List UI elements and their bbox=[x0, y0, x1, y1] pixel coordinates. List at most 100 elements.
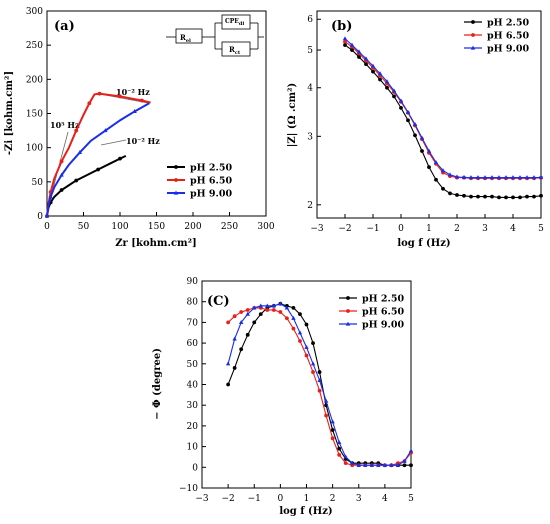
x-tick-label: 4 bbox=[382, 494, 388, 504]
y-tick-label: 5 bbox=[307, 46, 313, 56]
data-point bbox=[350, 48, 354, 52]
data-point bbox=[337, 452, 342, 457]
x-axis-label: log f (Hz) bbox=[279, 506, 332, 517]
data-point bbox=[363, 56, 369, 61]
x-axis-label: log f (Hz) bbox=[397, 238, 450, 249]
data-point bbox=[310, 361, 316, 366]
data-point bbox=[265, 303, 270, 308]
y-tick-label: 90 bbox=[187, 277, 199, 287]
x-tick-label: 100 bbox=[111, 222, 128, 232]
data-point bbox=[490, 194, 494, 199]
data-point bbox=[483, 194, 487, 199]
data-point bbox=[475, 175, 481, 180]
x-tick-label: 4 bbox=[510, 224, 516, 234]
data-point bbox=[96, 167, 100, 172]
data-point bbox=[384, 79, 390, 84]
data-point bbox=[447, 172, 453, 177]
legend-label: pH 9.00 bbox=[487, 44, 529, 55]
y-tick-label: 60 bbox=[187, 339, 199, 349]
data-point bbox=[357, 55, 361, 59]
data-point bbox=[343, 39, 347, 44]
series-line bbox=[344, 41, 542, 179]
y-tick-label: 200 bbox=[26, 75, 43, 85]
data-point bbox=[385, 85, 389, 90]
data-point bbox=[532, 194, 536, 199]
data-point bbox=[87, 101, 92, 106]
x-tick-label: 0 bbox=[278, 494, 284, 504]
data-point bbox=[258, 303, 263, 308]
legend-marker bbox=[174, 165, 178, 169]
data-point bbox=[74, 178, 79, 183]
legend-marker bbox=[173, 190, 179, 195]
data-point bbox=[377, 71, 383, 76]
data-point bbox=[258, 312, 263, 317]
x-tick-label: 3 bbox=[482, 224, 488, 234]
series-line bbox=[46, 92, 151, 217]
data-point bbox=[370, 63, 376, 68]
data-point bbox=[132, 109, 137, 114]
data-point bbox=[510, 175, 516, 180]
data-point bbox=[324, 413, 328, 418]
y-tick-label: 50 bbox=[187, 360, 199, 370]
data-point bbox=[297, 330, 303, 335]
x-axis-label: Zr [kohm.cm²] bbox=[115, 238, 197, 249]
x-tick-label: −3 bbox=[195, 494, 209, 504]
data-point bbox=[77, 150, 83, 155]
data-point bbox=[517, 175, 523, 180]
data-point bbox=[317, 388, 322, 393]
x-tick-label: 2 bbox=[330, 494, 336, 504]
data-point bbox=[413, 133, 417, 138]
panel-label: (C) bbox=[207, 294, 230, 309]
data-point bbox=[317, 377, 322, 382]
x-tick-label: −1 bbox=[248, 494, 261, 504]
y-tick-label: 4 bbox=[307, 84, 313, 94]
data-point bbox=[409, 463, 413, 468]
data-point bbox=[408, 448, 414, 453]
data-point bbox=[298, 339, 302, 343]
data-point bbox=[252, 320, 257, 325]
data-point bbox=[402, 458, 407, 463]
data-point bbox=[419, 135, 425, 140]
x-tick-label: 5 bbox=[408, 494, 414, 504]
data-point bbox=[343, 454, 348, 459]
data-point bbox=[330, 428, 335, 432]
circuit-label-rct: Rct bbox=[229, 45, 241, 56]
legend-marker bbox=[346, 309, 350, 313]
data-point bbox=[271, 308, 276, 312]
y-tick-label: 50 bbox=[32, 178, 44, 188]
data-point bbox=[454, 174, 460, 179]
data-point bbox=[402, 463, 407, 468]
data-point bbox=[239, 310, 244, 314]
data-point bbox=[317, 370, 322, 374]
annotation-low-freq-ph250: 10⁻² Hz bbox=[126, 136, 160, 146]
data-point bbox=[441, 186, 445, 191]
x-tick-label: −3 bbox=[310, 224, 324, 234]
data-point bbox=[469, 194, 473, 199]
y-axis-label: |Z| (Ω .cm²) bbox=[287, 83, 298, 147]
series-line bbox=[344, 38, 541, 179]
data-point bbox=[59, 172, 64, 177]
annotation-low-freq-ph650: 10⁻² Hz bbox=[116, 87, 150, 97]
x-tick-label: −1 bbox=[366, 224, 379, 234]
nyquist-panel: (a) Zr [kohm.cm²] -Zi [kohm.cm²] Rel CPE… bbox=[4, 7, 275, 249]
data-point bbox=[59, 159, 64, 164]
series-line bbox=[227, 307, 412, 466]
data-point bbox=[245, 332, 250, 337]
x-tick-label: 250 bbox=[221, 222, 238, 232]
x-tick-label: 150 bbox=[148, 222, 165, 232]
y-tick-label: 40 bbox=[187, 381, 199, 391]
data-point bbox=[304, 353, 309, 358]
legend-label: pH 9.00 bbox=[362, 320, 404, 331]
data-point bbox=[298, 312, 302, 317]
circuit-label-rel: Rel bbox=[180, 33, 191, 44]
data-point bbox=[232, 366, 237, 370]
y-tick-label: 0 bbox=[192, 463, 198, 473]
data-point bbox=[245, 311, 250, 316]
data-point bbox=[426, 148, 432, 153]
data-point bbox=[538, 175, 544, 180]
data-point bbox=[440, 168, 446, 173]
data-point bbox=[398, 98, 404, 103]
legend: pH 2.50 pH 6.50 pH 9.00 bbox=[339, 294, 404, 331]
data-point bbox=[349, 42, 355, 47]
y-tick-label: 10 bbox=[187, 443, 199, 453]
